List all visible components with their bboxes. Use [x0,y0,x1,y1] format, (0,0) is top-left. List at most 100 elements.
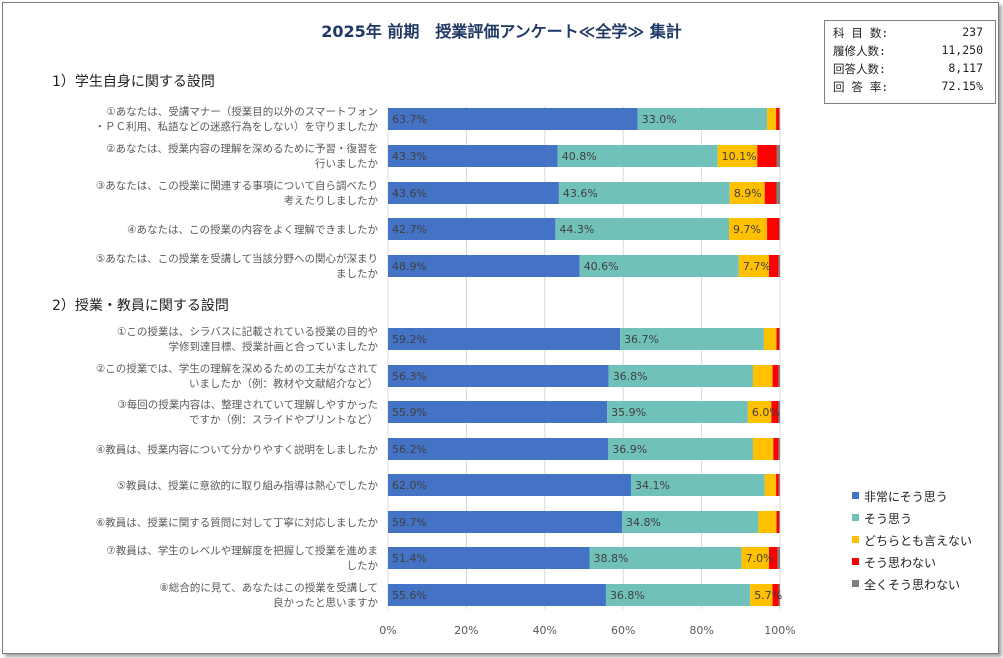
category-label: ですか（例：スライドやプリントなど） [189,413,378,426]
category-labels-layer: ①あなたは、受講マナー（授業目的以外のスマートフォン・ＰＣ利用、私語などの迷惑行… [95,105,379,609]
legend-label: 非常にそう思う [864,490,948,504]
legend-swatch [852,536,859,543]
bar-segment [758,511,777,533]
data-label: 63.7% [392,113,427,126]
bar-segment [778,438,780,460]
stat-label: 回答人数: [833,62,886,76]
bar-segment [764,474,777,496]
bars-layer [388,108,780,606]
data-label: 35.9% [611,406,646,419]
x-tick-labels-layer: 0% 20% 40% 60% 80% 100% [379,624,795,637]
data-label: 7.7% [743,260,771,273]
stat-label: 履修人数: [833,44,886,58]
data-label: 43.3% [392,150,427,163]
bar-segment [767,108,777,130]
bar-segment [608,438,753,460]
data-label: 36.8% [610,589,645,602]
bar-segment [769,255,779,277]
bar-segment [388,328,621,350]
bar-segment [779,108,780,130]
category-label: ⑦教員は、学生のレベルや理解度を把握して授業を進めま [106,544,378,557]
bar-segment [776,108,780,130]
x-tick-label: 0% [379,624,396,637]
legend-label: どちらとも言えない [864,534,973,548]
bar-segment [388,182,559,204]
bar-segment [763,328,777,350]
legend-label: 全くそう思わない [864,578,961,592]
data-label: 8.9% [734,187,762,200]
data-label: 6.0% [752,406,780,419]
data-label: 59.7% [392,516,427,529]
stat-row-response-rate: 回 答 率: 72.15% [833,79,983,95]
bar-segment [750,584,773,606]
data-label: 36.9% [612,443,647,456]
bar-segment [752,365,773,387]
stat-value: 237 [962,25,983,39]
bar-segment [778,255,780,277]
legend-label: そう思う [864,512,913,526]
bar-segment [776,182,780,204]
category-label: 行いましたか [315,157,378,170]
bar-segment [764,182,777,204]
data-label: 51.4% [392,552,427,565]
bar-segment [776,511,780,533]
category-label: ①この授業は、シラバスに記載されている授業の目的や [117,325,378,338]
stat-value: 8,117 [948,61,983,75]
bar-segment [757,145,777,167]
category-label: ⑥教員は、授業に関する質問に対して丁寧に対応しましたか [96,516,379,529]
bar-segment [620,328,764,350]
bar-segment [631,474,765,496]
bar-segment [778,401,780,423]
data-label: 44.3% [559,223,594,236]
category-label: 学修到達目標、授業計画と合っていましたか [169,340,379,353]
stat-label: 科 目 数: [833,26,889,40]
legend-label: そう思わない [864,556,937,570]
section-heading-class-teacher: 2）授業・教員に関する設問 [52,298,229,314]
bar-segment [637,108,768,130]
category-label: ②この授業では、学生の理解を深めるための工夫がなされて [96,362,378,375]
category-label: ①あなたは、受講マナー（授業目的以外のスマートフォン [106,105,378,118]
data-label: 62.0% [392,479,427,492]
bar-segment [771,401,779,423]
bar-segment [772,584,779,606]
x-tick-label: 60% [611,624,635,637]
category-label: ④あなたは、この授業の内容をよく理解できましたか [127,223,378,236]
stat-value: 72.15% [941,79,983,93]
data-label: 7.0% [746,552,774,565]
bar-segment [388,474,632,496]
bar-segment [741,547,770,569]
data-label: 43.6% [563,187,598,200]
bar-segment [605,584,751,606]
bar-segment [779,511,780,533]
bar-segment [388,145,558,167]
data-label: 10.1% [722,150,757,163]
stat-row-enrolled: 履修人数: 11,250 [833,43,983,59]
bar-segment [778,365,780,387]
bar-segment [388,255,580,277]
grid-layer [387,106,781,609]
bar-segment [776,474,779,496]
data-label: 42.7% [392,223,427,236]
data-label: 9.7% [733,223,761,236]
category-label: ⑤教員は、授業に意欲的に取り組み指導は熱心でしたか [117,479,379,492]
category-label: ④教員は、授業内容について分かりやすく説明をしましたか [96,443,379,456]
category-label: ⑤あなたは、この授業を受講して当該分野への関心が深まり [96,252,378,265]
bar-segment [776,328,780,350]
data-label: 34.1% [635,479,670,492]
data-label: 33.0% [642,113,677,126]
bar-segment [388,108,638,130]
data-label: 43.6% [392,187,427,200]
category-label: ましたか [336,268,378,280]
data-label: 34.8% [626,516,661,529]
data-label: 40.6% [584,260,619,273]
data-label: 56.2% [392,443,427,456]
bar-segment [777,547,780,569]
bar-segment [773,438,779,460]
stat-row-respondents: 回答人数: 8,117 [833,61,983,77]
stat-label: 回 答 率: [833,80,889,94]
bar-segment [729,218,768,240]
data-label: 59.2% [392,333,427,346]
bar-segment [738,255,770,277]
bar-segment [579,255,739,277]
bar-segment [622,511,759,533]
